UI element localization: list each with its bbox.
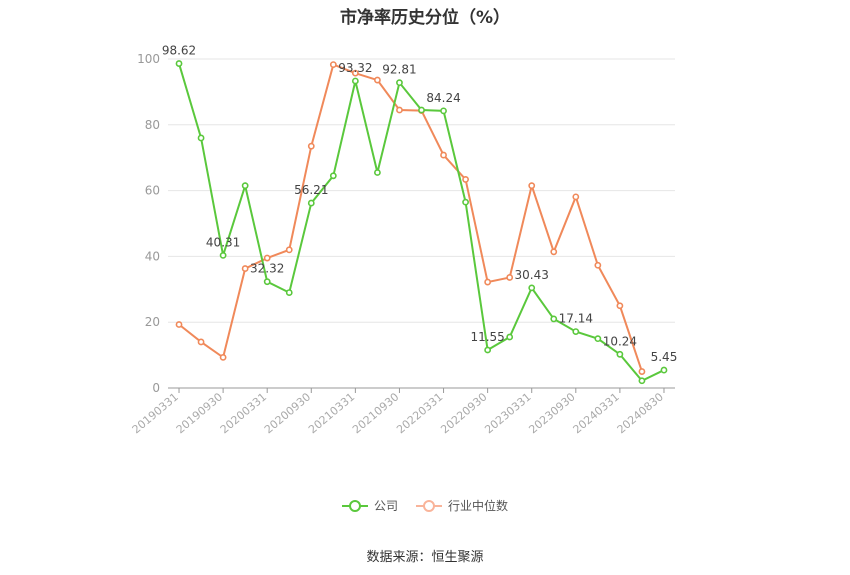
- data-point-company: [263, 278, 271, 286]
- data-point-company: [329, 172, 337, 180]
- data-label: 10.24: [603, 334, 637, 348]
- data-point-industry-median: [440, 151, 447, 159]
- data-point-company: [462, 198, 469, 206]
- data-point-industry-median: [550, 248, 558, 256]
- data-point-company: [175, 60, 183, 67]
- y-tick-label: 40: [145, 249, 160, 263]
- y-tick-label: 60: [145, 184, 160, 198]
- data-point-company: [616, 350, 624, 358]
- data-point-industry-median: [197, 338, 205, 346]
- data-point-company: [440, 107, 447, 115]
- x-tick-label: 20200930: [262, 390, 313, 436]
- data-point-industry-median: [462, 176, 469, 183]
- data-point-industry-median: [285, 246, 293, 254]
- data-source: 数据来源：恒生聚源: [366, 550, 484, 565]
- data-point-company: [594, 335, 602, 343]
- x-tick-label: 20190930: [174, 390, 225, 436]
- x-tick-label: 20230331: [482, 390, 533, 436]
- data-point-industry-median: [638, 368, 646, 375]
- y-axis-ticks: 0 20 40 60 80 100: [137, 52, 160, 395]
- data-point-company: [660, 366, 668, 374]
- data-point-industry-median: [219, 354, 227, 361]
- data-point-industry-median: [374, 76, 381, 84]
- data-label: 92.81: [382, 63, 416, 77]
- data-point-industry-median: [263, 254, 271, 262]
- data-point-industry-median: [616, 302, 624, 310]
- y-tick-label: 0: [152, 381, 160, 395]
- data-point-company: [418, 106, 425, 114]
- legend-swatch-company: [341, 499, 368, 513]
- data-point-company: [374, 169, 381, 176]
- data-point-company: [307, 199, 315, 207]
- data-label: 93.32: [338, 61, 372, 75]
- legend-item-company[interactable]: 公司: [341, 497, 398, 514]
- data-label: 84.24: [426, 91, 460, 105]
- data-point-industry-median: [506, 274, 514, 281]
- data-point-company: [197, 134, 205, 142]
- data-label: 32.32: [250, 262, 284, 276]
- grid-lines: [168, 58, 675, 323]
- x-tick-label: 20190331: [130, 390, 181, 436]
- data-point-industry-median: [594, 261, 602, 269]
- data-label: 40.31: [206, 235, 240, 249]
- series-lines: [175, 60, 668, 385]
- x-tick-label: 20210930: [350, 390, 401, 436]
- y-tick-label: 100: [137, 52, 160, 66]
- x-tick-label: 20240331: [571, 390, 622, 436]
- data-point-company: [241, 182, 249, 190]
- data-label: 98.62: [162, 44, 196, 58]
- data-label: 56.21: [294, 183, 328, 197]
- data-point-company: [285, 289, 293, 296]
- data-point-industry-median: [329, 61, 337, 68]
- data-label: 30.43: [515, 268, 549, 282]
- data-point-company: [351, 77, 359, 85]
- data-point-company: [550, 315, 558, 323]
- data-point-company: [572, 328, 580, 336]
- legend-item-industry-median[interactable]: 行业中位数: [416, 497, 508, 514]
- legend: 公司 行业中位数: [0, 497, 850, 514]
- data-label: 11.55: [470, 330, 504, 344]
- data-labels: 98.62 40.31 32.32 56.21 93.32 92.81 84.24 11.55…: [162, 44, 677, 365]
- data-point-company: [396, 79, 403, 87]
- data-point-company: [219, 251, 227, 259]
- data-point-industry-median: [307, 142, 315, 150]
- data-point-industry-median: [351, 69, 359, 77]
- data-point-company: [528, 284, 536, 292]
- data-point-company: [484, 346, 492, 354]
- chart-title: 市净率历史分位（%）: [339, 8, 511, 28]
- y-tick-label: 80: [145, 118, 160, 132]
- x-axis: 2019033120190930202003312020093020210331…: [130, 387, 675, 436]
- x-tick-label: 20220930: [438, 390, 489, 436]
- data-point-industry-median: [528, 182, 536, 190]
- x-tick-label: 20220331: [394, 390, 445, 436]
- data-point-industry-median: [241, 265, 249, 272]
- data-point-company: [638, 377, 646, 385]
- data-label: 5.45: [651, 350, 678, 364]
- x-tick-label: 20200331: [218, 390, 269, 436]
- data-point-industry-median: [572, 193, 580, 201]
- y-tick-label: 20: [145, 315, 160, 329]
- data-point-industry-median: [484, 278, 492, 286]
- legend-swatch-industry-median: [416, 499, 442, 513]
- data-label: 17.14: [559, 312, 593, 326]
- x-tick-label: 20240830: [615, 390, 666, 436]
- x-tick-label: 20230930: [526, 390, 577, 436]
- legend-label-industry-median: 行业中位数: [448, 499, 509, 513]
- legend-label-company: 公司: [373, 499, 398, 513]
- data-point-company: [506, 333, 514, 341]
- data-point-industry-median: [396, 106, 403, 114]
- series-line-industry-median: [178, 63, 643, 372]
- x-tick-label: 20210331: [306, 390, 357, 436]
- data-point-industry-median: [175, 321, 183, 328]
